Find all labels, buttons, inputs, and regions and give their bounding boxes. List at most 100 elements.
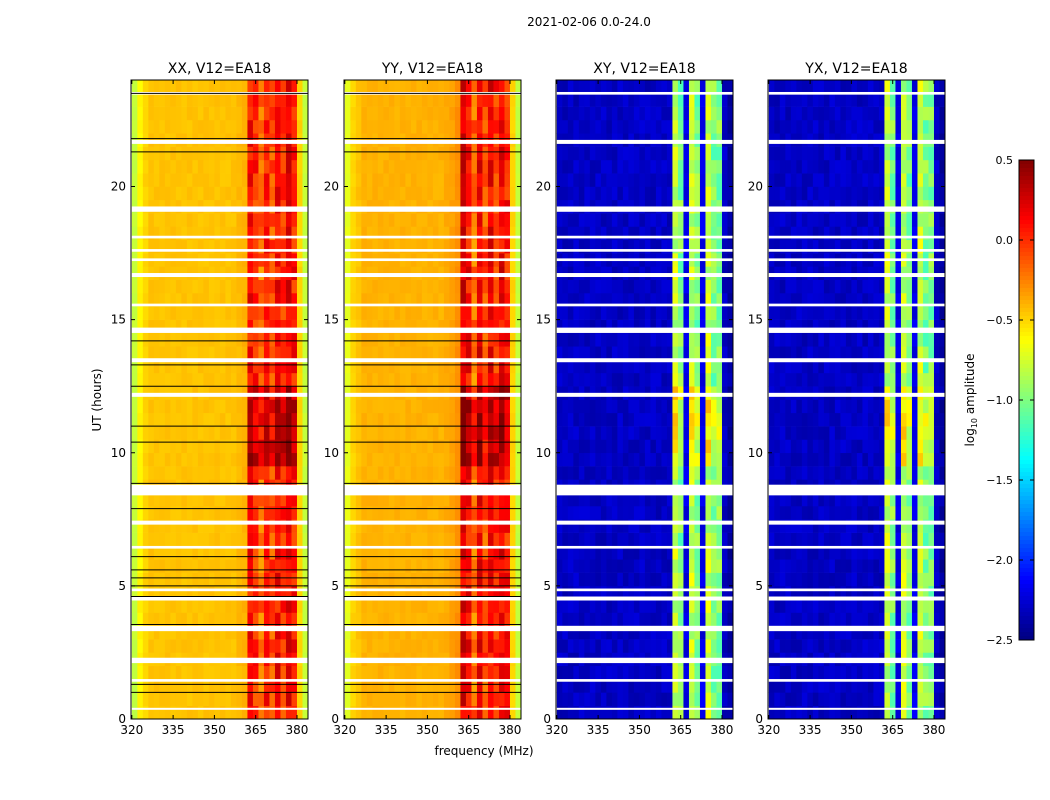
heatmap-cell xyxy=(498,119,505,134)
heatmap-cell xyxy=(175,519,182,533)
heatmap-cell xyxy=(181,679,188,693)
heatmap-cell xyxy=(192,585,199,600)
heatmap-cell xyxy=(677,186,684,201)
heatmap-cell xyxy=(225,119,232,134)
heatmap-cell xyxy=(432,506,439,520)
heatmap-cell xyxy=(410,532,417,547)
heatmap-cell xyxy=(449,665,456,680)
heatmap-cell xyxy=(175,239,182,254)
heatmap-cell xyxy=(595,506,602,520)
heatmap-cell xyxy=(556,612,563,627)
heatmap-cell xyxy=(644,372,651,387)
heatmap-cell xyxy=(366,532,373,547)
heatmap-cell xyxy=(443,93,450,107)
heatmap-cell xyxy=(302,306,309,320)
heatmap-cell xyxy=(465,519,472,533)
heatmap-cell xyxy=(617,492,624,507)
heatmap-cell xyxy=(768,359,775,374)
heatmap-cell xyxy=(699,439,706,454)
heatmap-cell xyxy=(633,159,640,174)
heatmap-cell xyxy=(372,159,379,174)
heatmap-cell xyxy=(710,306,717,320)
heatmap-cell xyxy=(148,412,155,427)
heatmap-cell xyxy=(296,545,303,560)
heatmap-cell xyxy=(666,80,673,94)
heatmap-cell xyxy=(639,466,646,480)
heatmap-cell xyxy=(562,559,569,573)
heatmap-cell xyxy=(785,106,792,121)
heatmap-cell xyxy=(633,625,640,640)
heatmap-cell xyxy=(421,119,428,134)
heatmap-cell xyxy=(768,306,775,320)
heatmap-cell xyxy=(595,639,602,653)
heatmap-cell xyxy=(175,506,182,520)
heatmap-cell xyxy=(465,213,472,227)
heatmap-cell xyxy=(779,705,786,720)
heatmap-cell xyxy=(252,412,259,427)
heatmap-cell xyxy=(302,293,309,307)
heatmap-cell xyxy=(595,319,602,334)
heatmap-cell xyxy=(595,186,602,201)
heatmap-cell xyxy=(584,692,591,706)
heatmap-cell xyxy=(454,213,461,227)
heatmap-cell xyxy=(721,239,728,254)
heatmap-cell xyxy=(617,93,624,107)
heatmap-cell xyxy=(622,452,629,467)
y-tick-label: 10 xyxy=(324,446,339,460)
heatmap-cell xyxy=(410,692,417,706)
heatmap-cell xyxy=(410,106,417,121)
heatmap-cell xyxy=(705,319,712,334)
heatmap-cell xyxy=(460,372,467,387)
heatmap-cell xyxy=(476,80,483,94)
heatmap-cell xyxy=(465,545,472,560)
heatmap-cell xyxy=(394,226,401,241)
heatmap-cell xyxy=(394,332,401,347)
heatmap-cell xyxy=(208,159,215,174)
heatmap-cell xyxy=(394,146,401,161)
heatmap-cell xyxy=(296,599,303,613)
heatmap-cell xyxy=(274,492,281,507)
heatmap-cell xyxy=(622,639,629,653)
heatmap-cell xyxy=(377,226,384,241)
heatmap-cell xyxy=(192,306,199,320)
heatmap-cell xyxy=(515,412,522,427)
heatmap-cell xyxy=(677,119,684,134)
heatmap-cell xyxy=(460,585,467,600)
heatmap-cell xyxy=(208,506,215,520)
heatmap-cell xyxy=(606,213,613,227)
heatmap-cell xyxy=(471,306,478,320)
heatmap-cell xyxy=(567,492,574,507)
heatmap-cell xyxy=(454,519,461,533)
heatmap-cell xyxy=(562,599,569,613)
heatmap-cell xyxy=(639,572,646,587)
heatmap-cell xyxy=(589,346,596,360)
heatmap-cell xyxy=(639,665,646,680)
heatmap-cell xyxy=(377,93,384,107)
heatmap-cell xyxy=(774,372,781,387)
flagged-interval xyxy=(131,625,308,632)
heatmap-cell xyxy=(688,159,695,174)
heatmap-cell xyxy=(214,106,221,121)
heatmap-cell xyxy=(186,439,193,454)
heatmap-cell xyxy=(399,332,406,347)
heatmap-cell xyxy=(432,399,439,414)
heatmap-cell xyxy=(377,279,384,294)
heatmap-cell xyxy=(498,599,505,613)
heatmap-cell xyxy=(650,559,657,573)
heatmap-cell xyxy=(269,226,276,241)
heatmap-cell xyxy=(175,159,182,174)
heatmap-cell xyxy=(197,106,204,121)
heatmap-cell xyxy=(694,239,701,254)
heatmap-cell xyxy=(578,506,585,520)
heatmap-cell xyxy=(774,532,781,547)
heatmap-cell xyxy=(399,705,406,720)
heatmap-cell xyxy=(567,692,574,706)
heatmap-cell xyxy=(449,279,456,294)
heatmap-cell xyxy=(350,119,357,134)
heatmap-cell xyxy=(578,213,585,227)
heatmap-cell xyxy=(573,226,580,241)
heatmap-cell xyxy=(355,332,362,347)
heatmap-cell xyxy=(465,612,472,627)
heatmap-cell xyxy=(774,639,781,653)
heatmap-cell xyxy=(487,319,494,334)
